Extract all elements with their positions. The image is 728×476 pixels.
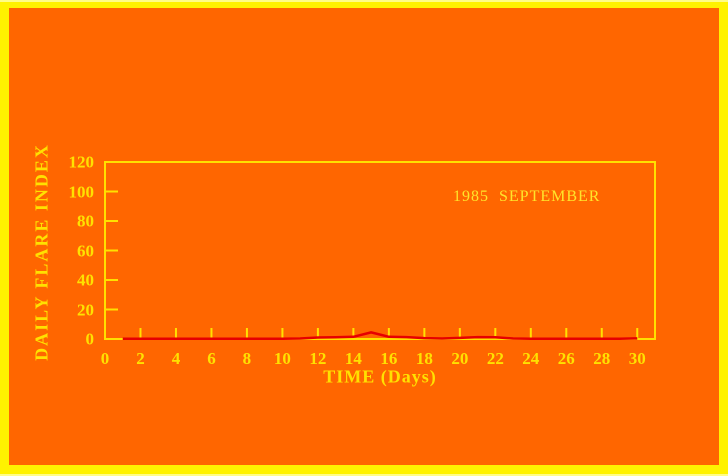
y-tick-label: 100 (68, 182, 95, 201)
x-tick-label: 24 (522, 349, 540, 368)
y-tick-label: 60 (77, 241, 94, 260)
x-tick-label: 4 (171, 349, 181, 368)
axis-frame (104, 161, 656, 340)
y-tick-label: 40 (77, 270, 94, 290)
y-tick-label: 120 (68, 152, 95, 172)
x-tick-label: 20 (451, 349, 469, 368)
x-tick-label: 30 (628, 349, 646, 368)
x-tick-label: 10 (273, 349, 291, 368)
x-tick-label: 26 (557, 349, 575, 368)
x-tick-label: 16 (380, 349, 398, 368)
x-tick-label: 22 (486, 349, 504, 368)
x-tick-label: 6 (207, 349, 216, 368)
x-axis-title: TIME (Days) (323, 366, 437, 387)
y-tick-label: 80 (77, 211, 94, 231)
x-tick-label: 0 (100, 349, 110, 368)
chart-panel (9, 8, 719, 465)
y-tick-label: 0 (85, 329, 95, 349)
chart-annotation: 1985 SEPTEMBER (453, 188, 601, 205)
x-tick-label: 28 (593, 349, 611, 368)
x-tick-label: 18 (415, 349, 433, 368)
x-tick-label: 14 (344, 349, 362, 368)
y-tick-label: 20 (77, 300, 94, 319)
flare-index-line (122, 331, 638, 340)
x-tick-label: 2 (136, 349, 145, 368)
x-tick-label: 8 (242, 349, 252, 368)
x-tick-label: 12 (309, 349, 327, 368)
